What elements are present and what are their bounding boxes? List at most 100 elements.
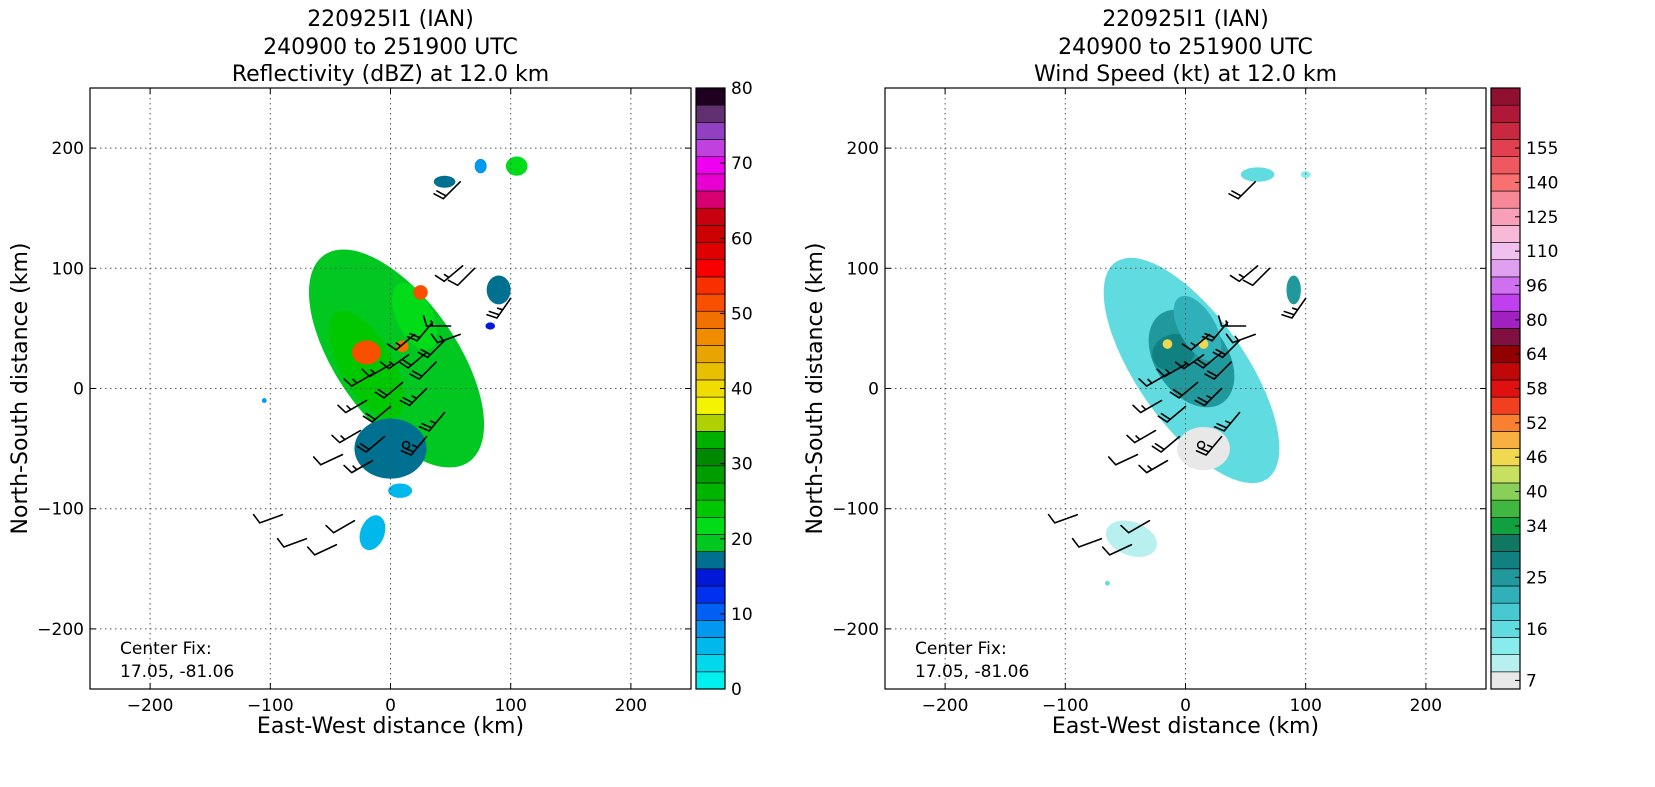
colorbar-tick-label: 50 bbox=[731, 304, 753, 324]
colorbar-tick-label: 20 bbox=[731, 530, 753, 550]
colorbar-segment bbox=[695, 534, 726, 552]
echo-patch bbox=[392, 282, 437, 350]
wind-barb bbox=[252, 513, 284, 524]
colorbar-segment bbox=[695, 516, 726, 535]
colorbar-segment bbox=[1490, 585, 1521, 604]
center-marker bbox=[401, 440, 411, 450]
colorbar-tick-label: 40 bbox=[731, 380, 753, 400]
wind-barb bbox=[343, 459, 374, 474]
wind-barb bbox=[361, 363, 392, 378]
colorbar-segment bbox=[1490, 328, 1521, 346]
colorbar-segment bbox=[695, 499, 726, 518]
colorbar-tick-label: 0 bbox=[731, 680, 742, 700]
echo-patch bbox=[352, 340, 381, 365]
wind-barb bbox=[1157, 405, 1187, 423]
x-tick-label: 200 bbox=[1410, 696, 1442, 716]
y-tick-label: −100 bbox=[37, 500, 84, 520]
wind-barbs bbox=[252, 180, 512, 556]
colorbar-segment bbox=[695, 225, 726, 243]
colorbar-segment bbox=[695, 259, 726, 278]
x-axis-label: East-West distance (km) bbox=[1052, 714, 1319, 739]
wind-barb bbox=[430, 333, 462, 344]
y-tick-label: −200 bbox=[37, 620, 84, 640]
wind-barb bbox=[1225, 333, 1257, 344]
panel-title-line-2: 240900 to 251900 UTC bbox=[1058, 35, 1313, 60]
colorbar-tick-label: 140 bbox=[1526, 173, 1558, 193]
x-tick-label: 100 bbox=[494, 696, 526, 716]
echo-patch bbox=[1177, 426, 1230, 471]
colorbar-tick-label: 60 bbox=[731, 229, 753, 249]
wind-barb bbox=[1101, 543, 1133, 556]
echo-patch bbox=[1105, 520, 1157, 557]
colorbar-segment bbox=[695, 396, 726, 415]
colorbar-segment bbox=[695, 328, 726, 346]
colorbar-tick-label: 52 bbox=[1526, 414, 1548, 434]
wind-barb bbox=[306, 543, 338, 556]
wind-barb bbox=[343, 373, 374, 387]
wind-barb bbox=[1195, 435, 1223, 456]
wind-barb bbox=[362, 405, 392, 423]
wind-barb bbox=[406, 321, 434, 342]
colorbar-segment bbox=[1490, 225, 1521, 243]
colorbar-segment bbox=[695, 104, 726, 123]
wind-barb bbox=[398, 351, 428, 369]
wind-barb bbox=[486, 297, 512, 319]
y-axis-label: North-South distance (km) bbox=[8, 243, 33, 535]
colorbar-segment bbox=[1490, 551, 1521, 570]
colorbar-segment bbox=[1490, 602, 1521, 621]
colorbar: 0 10 20 30 40 50 60 70 80 bbox=[695, 79, 753, 700]
colorbar-tick-label: 110 bbox=[1526, 242, 1558, 262]
wind-barbs bbox=[1047, 180, 1307, 556]
colorbar-segment bbox=[695, 413, 726, 432]
center-fix-value: 17.05, -81.06 bbox=[120, 662, 234, 682]
wind-barb bbox=[312, 453, 344, 466]
x-tick-label: 0 bbox=[1180, 696, 1191, 716]
wind-barb bbox=[1229, 265, 1259, 283]
wind-barb bbox=[356, 435, 386, 453]
colorbar-segment bbox=[1490, 190, 1521, 209]
wind-barb bbox=[1138, 373, 1169, 387]
reflectivity-panel: 220925I1 (IAN) 240900 to 251900 UTC Refl… bbox=[8, 7, 753, 739]
colorbar-tick-label: 155 bbox=[1526, 139, 1558, 159]
colorbar-segment bbox=[695, 122, 726, 140]
echo-patch bbox=[433, 175, 456, 188]
colorbar-segment bbox=[695, 602, 726, 621]
colorbar-tick-label: 16 bbox=[1526, 620, 1548, 640]
y-tick-label: −200 bbox=[832, 620, 879, 640]
wind-barb bbox=[1120, 519, 1151, 534]
grid bbox=[90, 88, 691, 689]
echo-patch bbox=[413, 285, 428, 300]
panel-title-line-3: Reflectivity (dBZ) at 12.0 km bbox=[232, 62, 549, 87]
echo-patch bbox=[308, 249, 485, 468]
ticks bbox=[885, 88, 1486, 689]
colorbar-tick-label: 96 bbox=[1526, 276, 1548, 296]
echo-patch bbox=[1240, 167, 1275, 182]
colorbar-segment bbox=[1490, 87, 1521, 106]
echo-patch bbox=[261, 398, 267, 403]
wind-barb bbox=[1156, 363, 1187, 378]
x-tick-label: −200 bbox=[922, 696, 969, 716]
echo-patch bbox=[1104, 580, 1110, 586]
colorbar-segment bbox=[695, 207, 726, 226]
colorbar-segment bbox=[695, 465, 726, 484]
x-tick-label: −100 bbox=[1042, 696, 1089, 716]
colorbar-tick-label: 58 bbox=[1526, 380, 1548, 400]
colorbar-segment bbox=[695, 156, 726, 175]
y-tick-label: 100 bbox=[847, 259, 879, 279]
x-tick-label: 200 bbox=[615, 696, 647, 716]
colorbar-segment bbox=[695, 671, 726, 690]
colorbar-segment bbox=[695, 362, 726, 381]
y-tick-label: 100 bbox=[52, 259, 84, 279]
colorbar-segment bbox=[1490, 654, 1521, 673]
wind-barb bbox=[1169, 381, 1199, 399]
colorbar-segment bbox=[695, 551, 726, 570]
colorbar-tick-label: 80 bbox=[731, 79, 753, 99]
colorbar: 7 16 25 34 40 46 52 58 64 80 96 110 125 140 155 bbox=[1490, 87, 1558, 691]
echo-patch bbox=[1162, 339, 1173, 349]
wind-barb bbox=[1071, 537, 1103, 548]
wind-barb bbox=[1138, 459, 1169, 474]
colorbar-segment bbox=[695, 190, 726, 209]
wind-barb bbox=[1193, 351, 1223, 369]
wind-barb bbox=[1204, 361, 1232, 380]
